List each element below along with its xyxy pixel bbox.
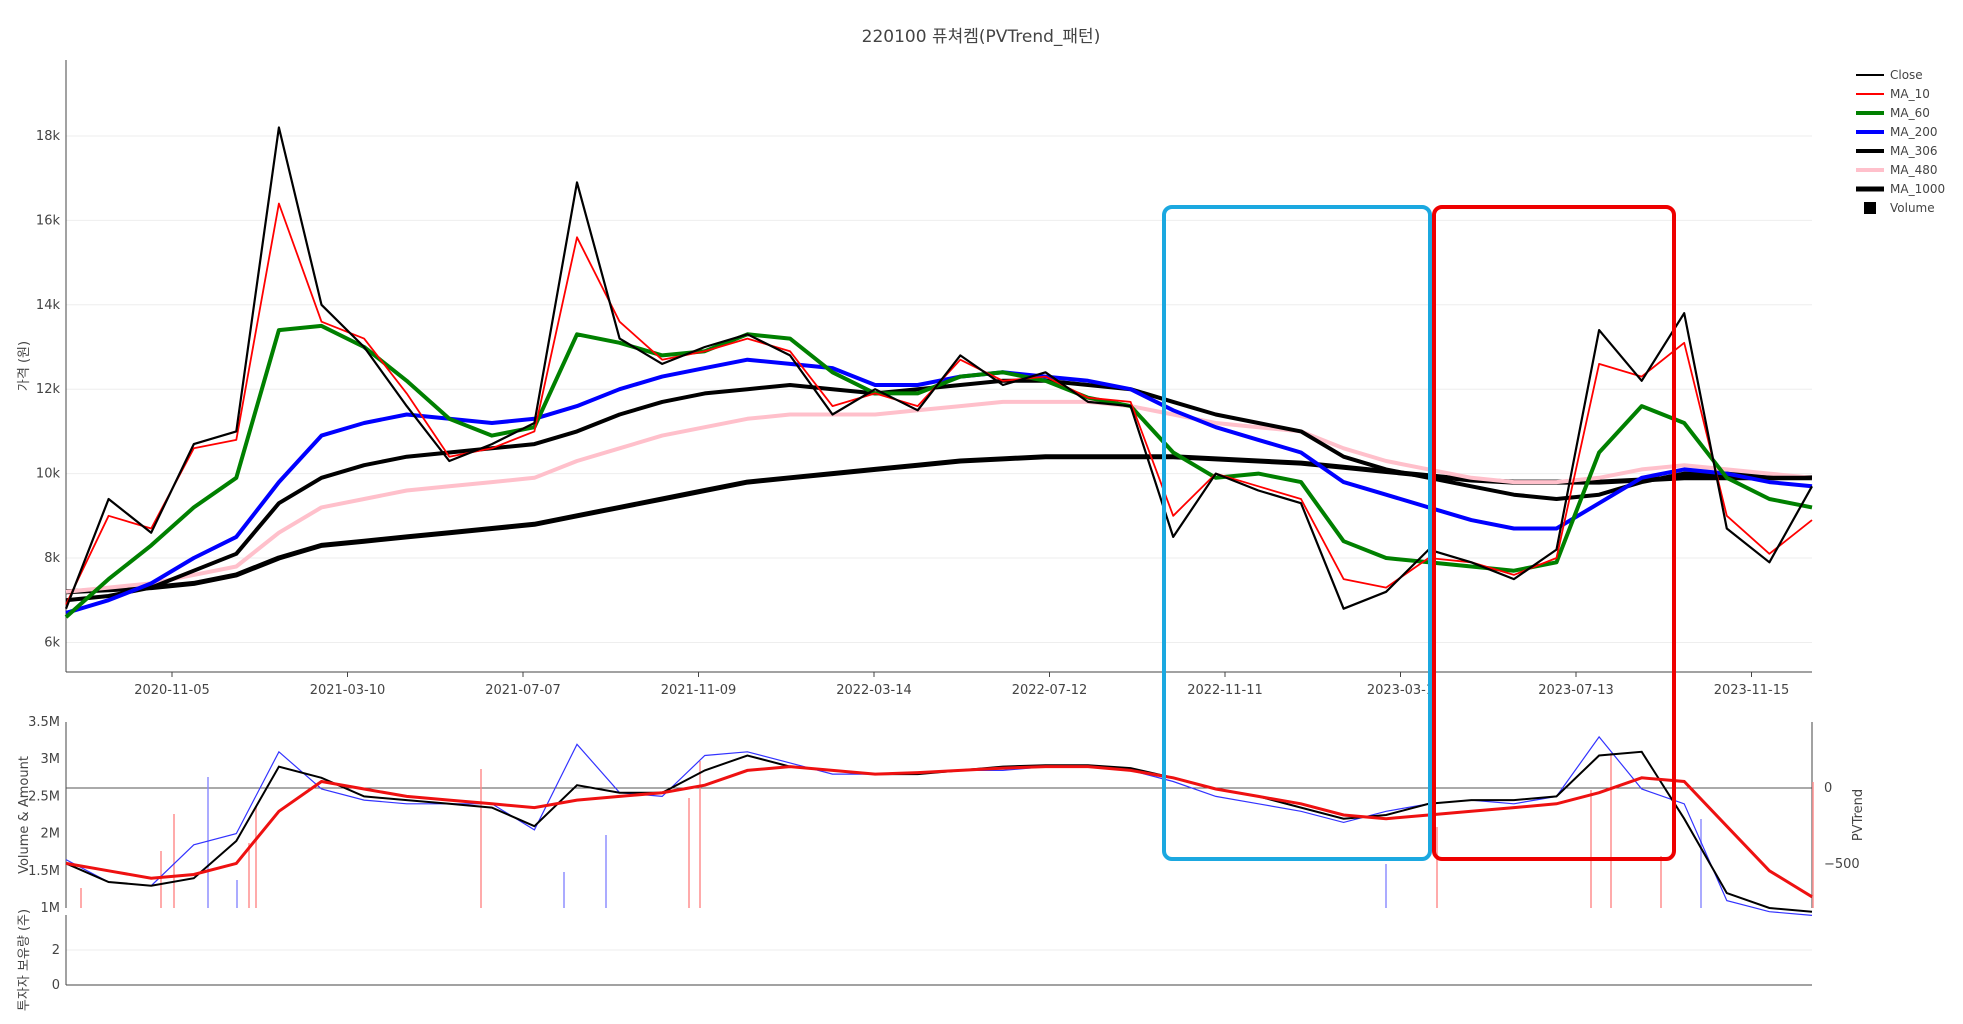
price-x-tick: 2020-11-05: [134, 683, 210, 698]
price-panel: 6k 8k 10k 12k 14k 16k 18k 가격 (원) 2020-11-05 2021-…: [17, 60, 1813, 698]
pvtrend-y2-tick: 0: [1824, 781, 1832, 796]
volume-bar: [1436, 827, 1438, 908]
volume-bar: [1812, 782, 1814, 908]
annotation-box-blue: [1162, 205, 1432, 861]
legend-label: Close: [1890, 68, 1923, 82]
series-line-ma_60: [64, 323, 1813, 619]
volume-bar: [207, 777, 209, 908]
volume-bar: [480, 769, 482, 908]
price-y-tick: 6k: [44, 635, 60, 650]
pvtrend-y2-tick: −500: [1824, 857, 1860, 872]
volume-bar: [605, 835, 607, 908]
volume-bar: [236, 880, 238, 908]
legend-label: MA_306: [1890, 144, 1937, 158]
price-x-tick: 2023-11-15: [1714, 683, 1790, 698]
volume-bar: [1700, 819, 1702, 908]
price-y-tick: 18k: [36, 129, 61, 144]
pvtrend-y2-label: PVTrend: [1851, 789, 1866, 841]
price-x-tick: 2021-11-09: [661, 683, 737, 698]
investor-y-label: 투자자 보유량 (주): [17, 909, 32, 1011]
legend-label: Volume: [1890, 201, 1935, 215]
annotation-box-red: [1432, 205, 1676, 861]
pvtrend-y-tick: 2M: [41, 827, 61, 842]
volume-bar: [699, 761, 701, 908]
legend-label: MA_200: [1890, 125, 1937, 139]
series-line-ma_306: [65, 378, 1812, 603]
price-x-tick: 2023-03-1: [1367, 683, 1434, 698]
volume-bar: [1385, 864, 1387, 908]
volume-bar: [1660, 856, 1662, 908]
series-line-close: [64, 126, 1813, 610]
chart-title: 220100 퓨쳐켐(PVTrend_패턴): [862, 27, 1101, 47]
volume-bar: [80, 888, 82, 908]
pvtrend-y-tick: 1M: [41, 901, 61, 916]
volume-bar: [173, 814, 175, 908]
price-x-tick: 2022-11-11: [1187, 683, 1263, 698]
legend-label: MA_1000: [1890, 182, 1945, 196]
pvtrend-y-label: Volume & Amount: [17, 756, 32, 874]
price-y-tick: 8k: [44, 551, 60, 566]
pvtrend-line: [65, 735, 1813, 916]
legend-label: MA_10: [1890, 87, 1930, 101]
volume-bar: [1590, 790, 1592, 908]
legend: Close MA_10 MA_60 MA_200 MA_306 MA_480 MA_1000…: [1856, 68, 1945, 215]
price-x-tick: 2021-07-07: [485, 683, 561, 698]
volume-bar: [563, 872, 565, 908]
volume-bar: [1610, 753, 1612, 908]
volume-bar: [248, 843, 250, 908]
pvtrend-y-tick: 1.5M: [28, 864, 60, 879]
investor-panel: 0 2 투자자 보유량 (주): [17, 909, 1812, 1011]
price-y-label: 가격 (원): [17, 341, 32, 391]
investor-y-tick: 0: [52, 978, 60, 993]
investor-y-tick: 2: [52, 943, 60, 958]
legend-swatch: [1864, 202, 1876, 214]
price-x-tick: 2022-03-14: [836, 683, 912, 698]
price-y-tick: 12k: [36, 382, 61, 397]
pvtrend-line: [65, 765, 1813, 899]
volume-bar: [160, 851, 162, 908]
pvtrend-y-tick: 3M: [41, 752, 61, 767]
volume-bar: [255, 806, 257, 908]
pvtrend-panel: 1M 1.5M 2M 2.5M 3M 3.5M 0 −500 Volume & Amount PV…: [17, 715, 1866, 916]
pvtrend-y-tick: 3.5M: [28, 715, 60, 730]
pvtrend-y-tick: 2.5M: [28, 789, 60, 804]
series-line-ma_480: [65, 399, 1813, 594]
volume-bar: [688, 798, 690, 908]
price-x-tick: 2021-03-10: [310, 683, 386, 698]
series-line-ma_200: [65, 357, 1813, 615]
price-y-tick: 10k: [36, 467, 61, 482]
price-x-tick: 2023-07-13: [1538, 683, 1614, 698]
legend-label: MA_480: [1890, 163, 1937, 177]
price-y-tick: 16k: [36, 213, 61, 228]
legend-label: MA_60: [1890, 106, 1930, 120]
price-x-tick: 2022-07-12: [1012, 683, 1088, 698]
pvtrend-line: [65, 750, 1813, 913]
price-y-tick: 14k: [36, 298, 61, 313]
